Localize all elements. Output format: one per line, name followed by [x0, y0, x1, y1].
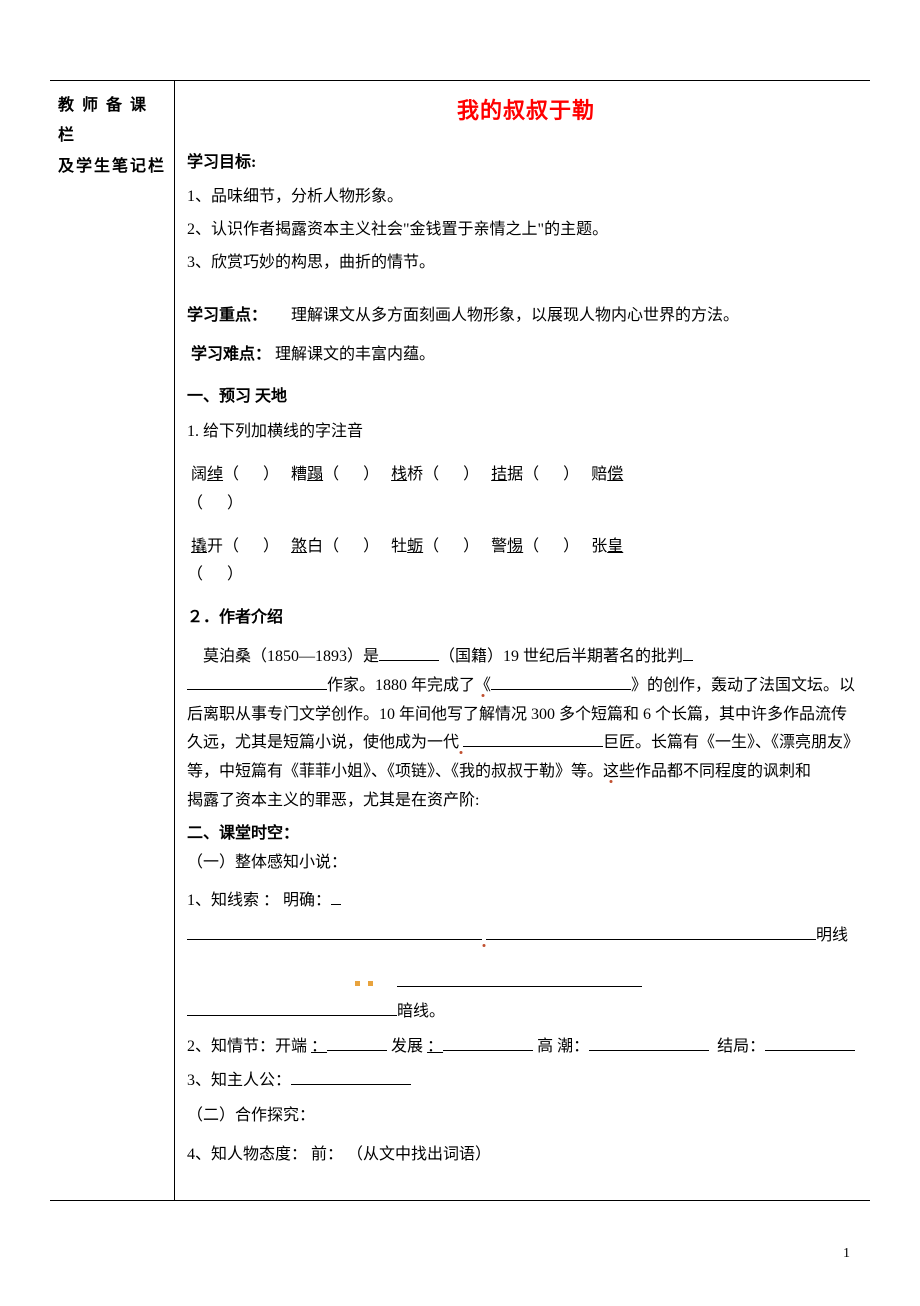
author-l2c: 》 [631, 677, 647, 694]
blank-paren[interactable]: （ ） [423, 466, 479, 483]
fill-blank[interactable] [379, 645, 439, 661]
blank-paren[interactable]: （ ） [223, 466, 279, 483]
goal-3: 3、欣赏巧妙的构思，曲折的情节。 [187, 249, 865, 278]
sidebar-notes-column: 教 师 备 课 栏 及学生笔记栏 [50, 81, 175, 1200]
protagonist-row: 3、知主人公： [187, 1067, 865, 1096]
blank-paren[interactable]: （ ） [187, 566, 243, 583]
blank-paren[interactable]: （ ） [523, 466, 579, 483]
fill-blank[interactable] [765, 1035, 855, 1051]
know-line-row: 1、知线索 ： 明确： [187, 887, 865, 916]
study-focus-row: 学习重点： 理解课文从多方面刻画人物形象，以展现人物内心世界的方法。 [187, 302, 865, 331]
author-l4a: 久远，尤其是短篇小说，使他成为一代 [187, 734, 459, 751]
author-l1a: 莫泊桑（1850—1893）是 [203, 648, 379, 665]
blank-paren[interactable]: （ ） [223, 538, 279, 555]
fill-blank[interactable] [589, 1035, 709, 1051]
fill-blank[interactable] [187, 924, 482, 940]
author-intro-heading: ２．作者介绍 [187, 604, 865, 633]
pinyin-row-1: 阔绰（ ） 糟蹋（ ） 栈桥（ ） 拮据（ ） 赔偿 （ ） [187, 461, 865, 519]
goal-1: 1、品味细节，分析人物形象。 [187, 183, 865, 212]
study-focus-label: 学习重点： [187, 307, 267, 324]
page-container: 教 师 备 课 栏 及学生笔记栏 我的叔叔于勒 学习目标: 1、品味细节，分析人… [50, 80, 870, 1201]
author-l1b: （国籍）19 世纪后半期著名的批判 [439, 648, 683, 665]
word-qiaokai: 撬开 [191, 538, 223, 555]
anxian-label: 暗线。 [397, 1003, 445, 1020]
classroom-heading: 二、课堂时空： [187, 820, 865, 849]
lesson-title: 我的叔叔于勒 [187, 91, 865, 131]
accent-dot [368, 981, 373, 986]
study-difficulty-row: 学习难点： 理解课文的丰富内蕴。 [187, 341, 865, 370]
author-l3: 后离职从事专门文学创作。10 年间他写了解情况 300 多个短篇和 6 个长篇，… [187, 701, 865, 730]
study-difficulty-text: 理解课文的丰富内蕴。 [275, 346, 435, 363]
fill-blank[interactable] [443, 1035, 533, 1051]
word-kuochuo: 阔绰 [191, 466, 223, 483]
mingxian-label: 明线 [816, 927, 848, 944]
page-number: 1 [50, 1241, 870, 1266]
pinyin-row-2: 撬开（ ） 煞白（ ） 牡蛎（ ） 警惕（ ） 张皇 （ ） [187, 533, 865, 591]
plot-start-label: 2、知情节：开端 [187, 1038, 307, 1055]
study-difficulty-label: 学习难点： [191, 346, 271, 363]
blank-paren[interactable]: （ ） [323, 538, 379, 555]
plot-develop-label: 发展 [391, 1038, 423, 1055]
overall-heading: （一）整体感知小说： [187, 849, 865, 878]
plot-ending-label: 结局： [717, 1038, 765, 1055]
word-muli: 牡蛎 [391, 538, 423, 555]
goal-2: 2、认识作者揭露资本主义社会"金钱置于亲情之上"的主题。 [187, 216, 865, 245]
study-goal-heading: 学习目标: [187, 149, 865, 178]
sidebar-line-2: 及学生笔记栏 [58, 152, 166, 182]
author-l4b: 巨匠。长篇有《一生》、《漂亮朋友》 [603, 734, 859, 751]
study-goals-list: 1、品味细节，分析人物形象。 2、认识作者揭露资本主义社会"金钱置于亲情之上"的… [187, 183, 865, 277]
fill-blank[interactable] [397, 971, 642, 987]
know-attitude-row: 4、知人物态度： 前： （从文中找出词语） [187, 1141, 865, 1170]
pinyin-prompt: 1. 给下列加横线的字注音 [187, 418, 865, 447]
study-focus-text: 理解课文从多方面刻画人物形象，以展现人物内心世界的方法。 [291, 307, 739, 324]
author-paragraph: 莫泊桑（1850—1893）是 （国籍）19 世纪后半期著名的批判 作家。1880… [187, 643, 865, 816]
sidebar-line-1: 教 师 备 课 栏 [58, 91, 166, 152]
anxian-row: 暗线。 [187, 969, 865, 1027]
author-l5a: 等，中短篇有《菲菲小姐》、《项链》、《我的叔叔于勒》等。 [187, 763, 603, 780]
preview-heading: 一、预习 天地 [187, 383, 865, 412]
author-l2b: 《 [475, 677, 491, 694]
blank-paren[interactable]: （ ） [323, 466, 379, 483]
mingxian-row: 明线 [187, 922, 865, 951]
author-l5b: 这 [603, 763, 619, 780]
fill-blank[interactable] [327, 1035, 387, 1051]
fill-blank[interactable] [187, 1000, 397, 1016]
blank-paren[interactable]: （ ） [523, 538, 579, 555]
fill-blank[interactable] [331, 889, 341, 905]
author-l6: 揭露了资本主义的罪恶，尤其是在资产阶: [187, 787, 865, 816]
word-zhanqiao: 栈桥 [391, 466, 423, 483]
fill-blank[interactable] [463, 731, 603, 747]
plot-climax-label: 高 潮： [537, 1038, 589, 1055]
blank-paren[interactable]: （ ） [423, 538, 479, 555]
author-l5c: 些作品都不同程度的讽刺和 [619, 763, 811, 780]
accent-dot [355, 981, 360, 986]
word-zaota: 糟蹋 [291, 466, 323, 483]
author-l2d: 的创作，轰动了法国文坛。以 [647, 677, 855, 694]
fill-blank[interactable] [491, 674, 631, 690]
fill-blank[interactable] [683, 645, 693, 661]
fill-blank[interactable] [291, 1069, 411, 1085]
fill-blank[interactable] [486, 924, 816, 940]
plot-row: 2、知情节：开端 ： 发展 ： 高 潮： 结局： [187, 1033, 865, 1062]
word-peichang: 赔偿 [591, 466, 623, 483]
cooperate-heading: （二）合作探究： [187, 1102, 865, 1131]
word-shabai: 煞白 [291, 538, 323, 555]
fill-blank[interactable] [187, 674, 327, 690]
author-l2a: 作家。1880 年完成了 [327, 677, 475, 694]
word-jingti: 警惕 [491, 538, 523, 555]
blank-paren[interactable]: （ ） [187, 495, 243, 512]
protagonist-label: 3、知主人公： [187, 1072, 291, 1089]
know-line-label: 1、知线索 ： 明确： [187, 892, 331, 909]
word-zhanghuang: 张皇 [591, 538, 623, 555]
main-content: 我的叔叔于勒 学习目标: 1、品味细节，分析人物形象。 2、认识作者揭露资本主义… [175, 81, 870, 1200]
word-jieju: 拮据 [491, 466, 523, 483]
